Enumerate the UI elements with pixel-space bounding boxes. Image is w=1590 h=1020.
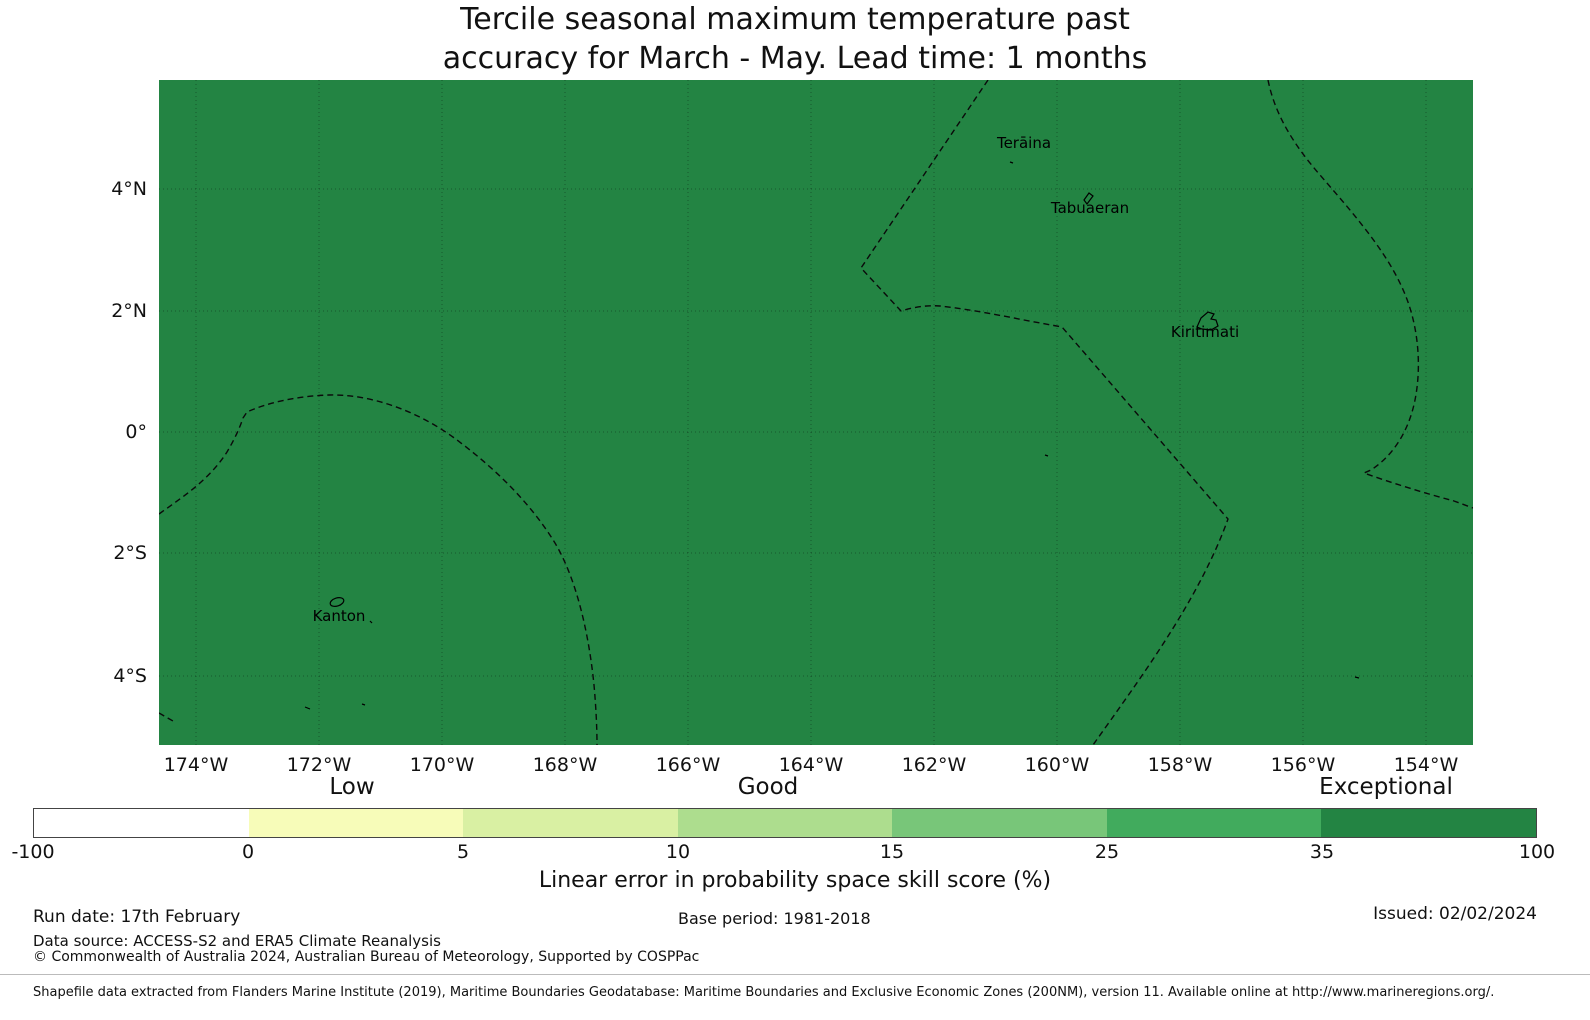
graticule-gridlines [159, 80, 1473, 745]
issued-text: Issued: 02/02/2024 [1373, 904, 1537, 924]
footer-divider [0, 974, 1590, 975]
colorbar-segment-5 [892, 809, 1107, 837]
colorbar-tick-5: 5 [456, 841, 470, 863]
contour-eez-west [159, 394, 598, 745]
contour-fragment-southwest [159, 712, 174, 722]
x-tick-label-170w: 170°W [409, 754, 475, 776]
islet-speck-5 [1354, 676, 1360, 679]
island-outline-kiritimati [1196, 311, 1219, 331]
x-tick-label-166w: 166°W [655, 754, 721, 776]
islet-speck-3 [369, 620, 373, 624]
y-tick-label-2s: 2°S [113, 542, 147, 564]
x-tick-label-158w: 158°W [1147, 754, 1213, 776]
y-tick-label-4s: 4°S [113, 665, 147, 687]
x-tick-label-162w: 162°W [901, 754, 967, 776]
islet-speck-2 [361, 703, 366, 706]
page-title: Tercile seasonal maximum temperature pas… [0, 0, 1590, 78]
skill-label-exceptional: Exceptional [1319, 774, 1453, 800]
colorbar-tick-0: 0 [241, 841, 255, 863]
colorbar-tick-15: 15 [879, 841, 905, 863]
page-title-line1: Tercile seasonal maximum temperature pas… [460, 2, 1130, 37]
x-tick-label-164w: 164°W [778, 754, 844, 776]
base-period-text: Base period: 1981-2018 [678, 909, 871, 928]
x-tick-label-172w: 172°W [286, 754, 352, 776]
x-tick-label-160w: 160°W [1024, 754, 1090, 776]
map-canvas: Terāina Tabuaeran Kiritimati Kanton [159, 80, 1473, 745]
colorbar-segment-6 [1106, 809, 1322, 837]
colorbar-segment-2 [248, 809, 464, 837]
islet-speck-teraina [1009, 161, 1014, 164]
skill-label-low: Low [329, 774, 375, 800]
copyright-text: © Commonwealth of Australia 2024, Austra… [33, 949, 700, 965]
island-label-kanton: Kanton [312, 607, 366, 625]
contour-eez-central [860, 80, 1229, 745]
map-overlay-svg [159, 80, 1473, 745]
x-tick-label-154w: 154°W [1393, 754, 1459, 776]
colorbar-title: Linear error in probability space skill … [538, 868, 1052, 893]
colorbar-segment-3 [463, 809, 678, 837]
skill-label-good: Good [737, 774, 799, 800]
colorbar-tick-100: 100 [1518, 841, 1556, 863]
colorbar-segment-1 [34, 809, 249, 837]
islet-speck-4 [1044, 454, 1049, 457]
island-label-teraina: Terāina [996, 134, 1052, 152]
colorbar-segment-7 [1321, 809, 1537, 837]
y-tick-label-4n: 4°N [111, 178, 147, 200]
x-tick-label-168w: 168°W [532, 754, 598, 776]
colorbar-tick-25: 25 [1094, 841, 1120, 863]
island-label-tabuaeran: Tabuaeran [1050, 199, 1130, 217]
island-outline-tabuaeran [1083, 192, 1094, 205]
x-tick-label-174w: 174°W [163, 754, 229, 776]
page-title-line2: accuracy for March - May. Lead time: 1 m… [442, 41, 1148, 76]
contour-eez-east [1267, 80, 1473, 509]
run-date-text: Run date: 17th February [33, 907, 241, 927]
y-tick-label-0: 0° [125, 421, 147, 443]
colorbar [33, 808, 1537, 838]
island-outline-kanton [329, 597, 345, 607]
y-tick-label-2n: 2°N [111, 300, 147, 322]
island-label-kiritimati: Kiritimati [1170, 323, 1240, 341]
colorbar-segment-4 [677, 809, 893, 837]
colorbar-tick-35: 35 [1309, 841, 1335, 863]
x-tick-label-156w: 156°W [1270, 754, 1336, 776]
colorbar-tick-10: 10 [665, 841, 691, 863]
colorbar-tick-neg100: -100 [11, 841, 55, 863]
shapefile-note-text: Shapefile data extracted from Flanders M… [33, 985, 1495, 1000]
islet-speck-1 [304, 706, 311, 710]
data-source-text: Data source: ACCESS-S2 and ERA5 Climate … [33, 932, 441, 950]
